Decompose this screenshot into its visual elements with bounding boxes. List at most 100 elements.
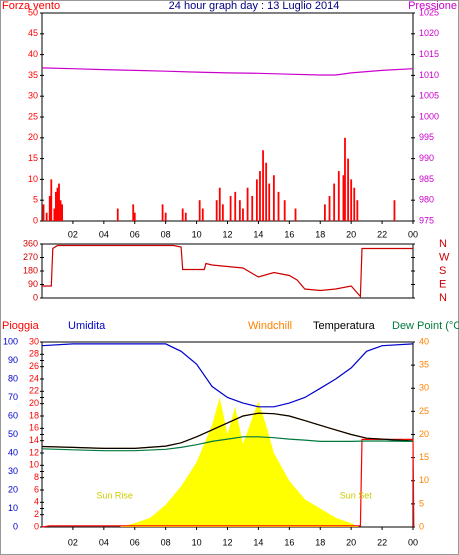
y3-tick-label: 0 xyxy=(34,521,39,531)
x-tick-label: 06 xyxy=(130,229,140,239)
y-tick-label: 100 xyxy=(3,336,18,346)
y3-tick-label: 26 xyxy=(29,361,39,371)
y2-tick-label: N xyxy=(439,238,447,250)
wind-bar xyxy=(265,162,268,221)
y-tick-label: 30 xyxy=(28,91,38,101)
wind-bar xyxy=(221,204,224,221)
y3-tick-label: 2 xyxy=(34,509,39,519)
wind-bar xyxy=(61,204,63,221)
y-tick-label: 45 xyxy=(28,28,38,38)
y2-tick-label: N xyxy=(439,292,447,304)
y2-tick-label: 40 xyxy=(419,336,429,346)
x-tick-label: 06 xyxy=(130,537,140,547)
wind-bar xyxy=(133,212,136,221)
y3-tick-label: 28 xyxy=(29,349,39,359)
wind-bar xyxy=(294,208,297,221)
y-tick-label: 10 xyxy=(8,503,18,513)
wind-bar xyxy=(344,137,346,221)
annotation: Sun Rise xyxy=(96,490,133,500)
y2-tick-label: E xyxy=(439,278,446,290)
y2-tick-label: 1000 xyxy=(419,111,439,121)
y2-tick-label: 985 xyxy=(419,174,434,184)
x-tick-label: 04 xyxy=(99,537,109,547)
x-tick-label: 18 xyxy=(315,537,325,547)
wind-bar xyxy=(55,191,57,221)
y3-tick-label: 12 xyxy=(29,447,39,457)
series-name: Temperatura xyxy=(313,320,376,332)
x-tick-label: 16 xyxy=(284,537,294,547)
x-tick-label: 22 xyxy=(377,537,387,547)
wind-bar xyxy=(251,196,254,221)
wind-bar xyxy=(48,196,51,221)
wind-bar xyxy=(342,175,345,221)
wind-bar xyxy=(262,150,264,221)
y2-tick-label: 5 xyxy=(419,498,424,508)
x-tick-label: 00 xyxy=(408,229,418,239)
wind-bar xyxy=(238,200,241,221)
y3-tick-label: 4 xyxy=(34,497,39,507)
y-tick-label: 35 xyxy=(28,70,38,80)
x-tick-label: 14 xyxy=(253,229,263,239)
y2-tick-label: 980 xyxy=(419,195,434,205)
y2-tick-label: 20 xyxy=(419,429,429,439)
wind-bar xyxy=(242,208,244,221)
y2-tick-label: 35 xyxy=(419,360,429,370)
solar-area xyxy=(119,397,359,527)
y2-tick-label: 15 xyxy=(419,452,429,462)
series-name: Forza vento xyxy=(2,0,60,12)
wind-bar xyxy=(356,200,359,221)
y2-tick-label: 975 xyxy=(419,215,434,225)
y3-tick-label: 30 xyxy=(29,336,39,346)
y2-tick-label: 1005 xyxy=(419,91,439,101)
series-name: Pioggia xyxy=(2,320,40,332)
y-tick-label: 40 xyxy=(8,447,18,457)
y2-tick-label: 1020 xyxy=(419,28,439,38)
y-tick-label: 20 xyxy=(8,484,18,494)
wind-bar xyxy=(198,200,201,221)
y-tick-label: 90 xyxy=(28,279,38,289)
wind-bar xyxy=(53,208,56,221)
wind-bar xyxy=(229,196,232,221)
wind-bar xyxy=(50,179,53,221)
x-tick-label: 04 xyxy=(99,229,109,239)
y-tick-label: 70 xyxy=(8,392,18,402)
wind-bar xyxy=(234,191,237,221)
y2-tick-label: 1025 xyxy=(419,7,439,17)
series-line xyxy=(42,244,413,299)
y-tick-label: 80 xyxy=(8,373,18,383)
y2-tick-label: S xyxy=(439,265,446,277)
x-tick-label: 12 xyxy=(222,229,232,239)
series-line xyxy=(41,436,414,452)
y-tick-label: 20 xyxy=(28,132,38,142)
wind-bar xyxy=(347,158,349,221)
x-tick-label: 16 xyxy=(284,229,294,239)
plot-frame xyxy=(41,12,414,222)
plot-frame xyxy=(41,243,414,299)
y-tick-label: 0 xyxy=(13,521,18,531)
y2-tick-label: 995 xyxy=(419,132,434,142)
x-tick-label: 02 xyxy=(68,229,78,239)
y2-tick-label: 1010 xyxy=(419,70,439,80)
series-name: Pressione xyxy=(408,0,457,12)
y-tick-label: 10 xyxy=(28,174,38,184)
x-tick-label: 00 xyxy=(408,537,418,547)
wind-bar xyxy=(277,191,280,221)
y3-tick-label: 22 xyxy=(29,386,39,396)
y3-tick-label: 18 xyxy=(29,410,39,420)
wind-bar xyxy=(333,183,336,221)
wind-bar xyxy=(161,204,164,221)
series-line xyxy=(41,343,414,408)
y2-tick-label: 990 xyxy=(419,153,434,163)
series-name: Dew Point (°C xyxy=(392,320,459,332)
y3-tick-label: 24 xyxy=(29,373,39,383)
wind-bar xyxy=(59,200,62,221)
y-tick-label: 50 xyxy=(8,429,18,439)
series-line xyxy=(41,67,414,76)
series-name: Windchill xyxy=(248,320,292,332)
wind-bar xyxy=(353,187,356,221)
y-tick-label: 270 xyxy=(23,252,38,262)
y-tick-label: 30 xyxy=(8,466,18,476)
y3-tick-label: 16 xyxy=(29,423,39,433)
x-tick-label: 08 xyxy=(161,537,171,547)
